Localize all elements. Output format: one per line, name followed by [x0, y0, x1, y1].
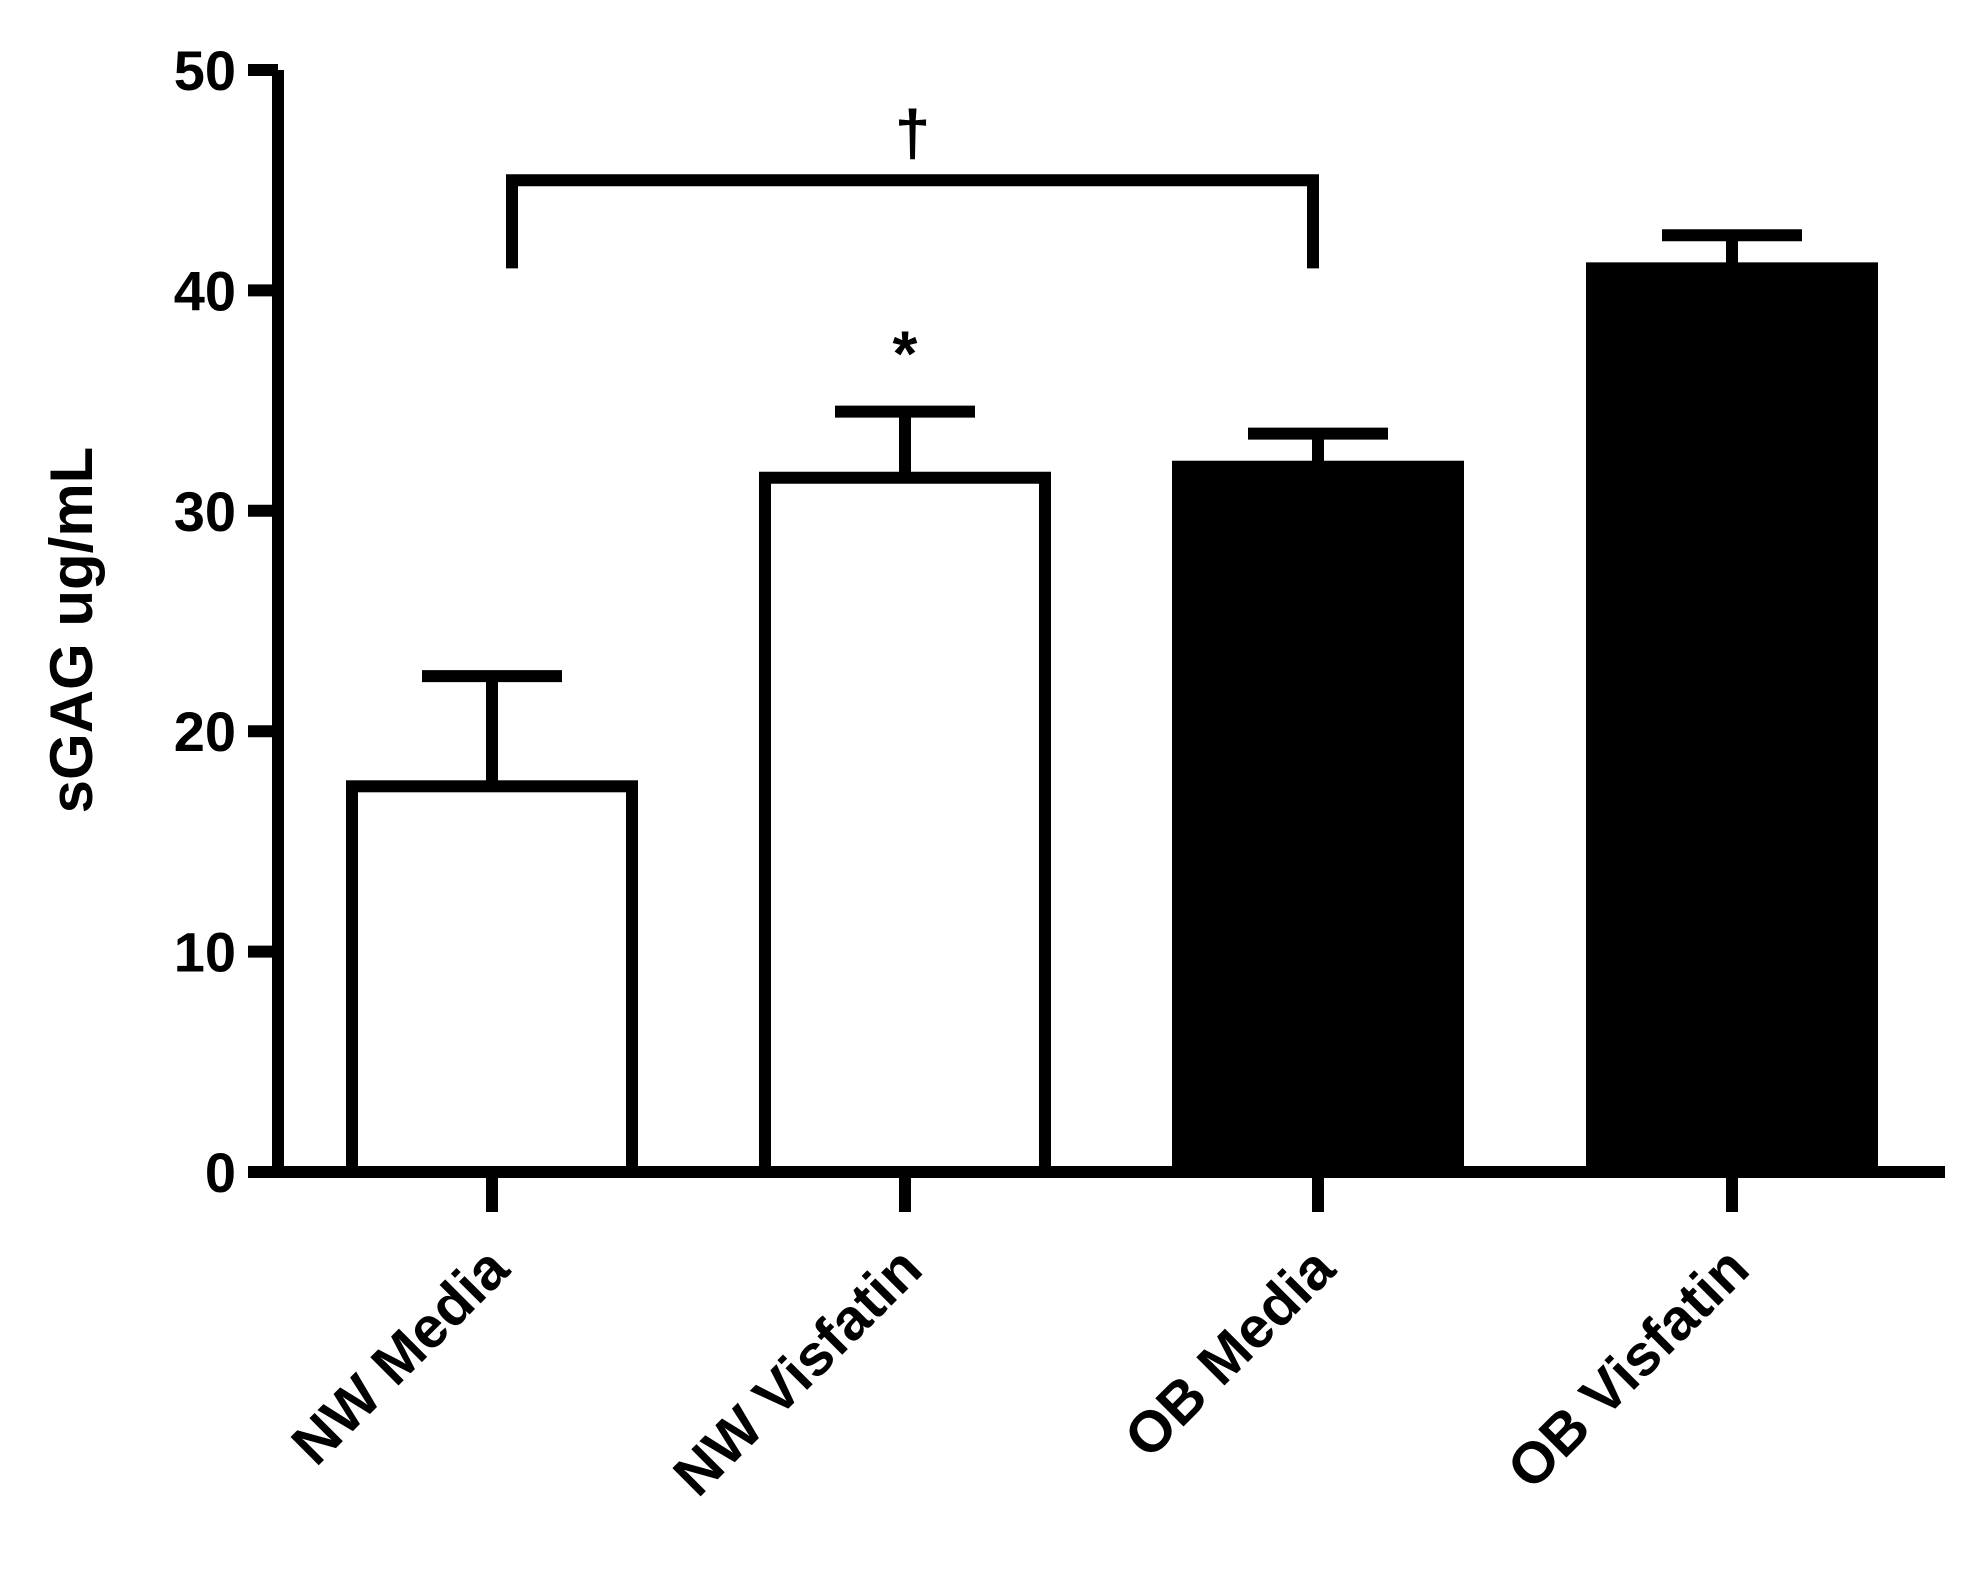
bars	[346, 262, 1878, 1179]
significance-bracket	[506, 174, 1319, 269]
y-tick-label: 20	[174, 700, 236, 763]
bar-nw-visfatin	[759, 471, 1051, 1178]
bar-nw-media	[346, 780, 638, 1178]
significance-star: *	[893, 318, 918, 390]
y-tick-label: 0	[205, 1141, 236, 1204]
y-axis-label: sGAG ug/mL	[38, 447, 105, 814]
x-axis: NW Media NW Visfatin OB Media OB Visfatin	[272, 1166, 1945, 1508]
y-tick-label: 50	[174, 39, 236, 102]
x-tick-label: NW Media	[279, 1235, 521, 1477]
significance-dagger: †	[895, 97, 931, 169]
bar-ob-media	[1172, 460, 1464, 1179]
error-bars	[422, 229, 1802, 787]
y-tick-label: 40	[174, 259, 236, 322]
x-tick-label: NW Visfatin	[661, 1235, 934, 1508]
bar-ob-visfatin	[1586, 262, 1878, 1178]
x-tick-label: OB Visfatin	[1495, 1235, 1761, 1501]
annotations: *†	[506, 97, 1319, 390]
y-axis: 0 10 20 30 40 50	[174, 39, 284, 1204]
y-tick-label: 30	[174, 480, 236, 543]
y-tick-label: 10	[174, 921, 236, 984]
x-tick-label: OB Media	[1112, 1235, 1348, 1471]
